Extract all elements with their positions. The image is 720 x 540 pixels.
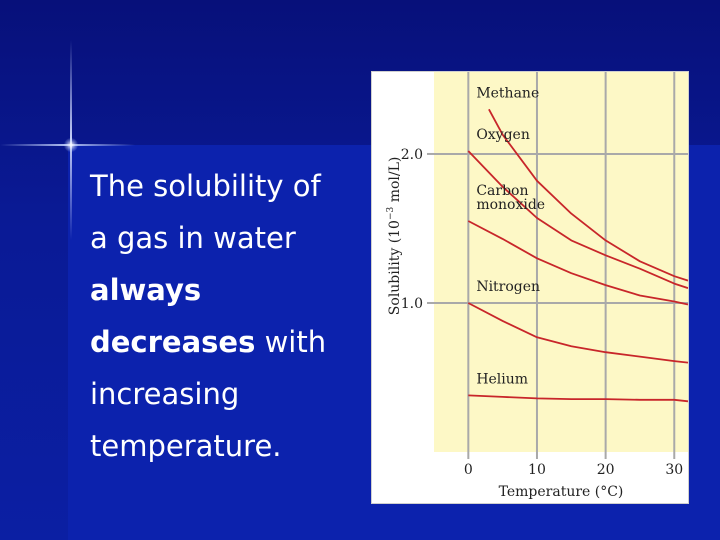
series-labels: Methane Oxygen Carbon monoxide Nitrogen Heliu… [476, 85, 545, 387]
series-label: Helium [476, 371, 528, 387]
series-label: Nitrogen [476, 279, 540, 295]
y-axis-label: Solubility (10−3 mol/L) [386, 157, 403, 316]
series-line [468, 394, 688, 403]
text-line-2: a gas in water [90, 221, 296, 255]
chart-svg: 0 10 20 30 1.0 2.0 Methane Oxygen Carbon monoxid… [386, 72, 688, 500]
emphasis-decreases: decreases [90, 325, 256, 359]
series-line [467, 150, 688, 289]
text-line-3: always [90, 264, 365, 316]
y-tick-label: 1.0 [401, 296, 423, 312]
slide-text: The solubility of a gas in water always … [90, 160, 365, 472]
series-line [467, 302, 688, 364]
plot-area [434, 72, 688, 452]
series-label: Methane [476, 85, 539, 101]
x-tick-label: 20 [597, 462, 615, 478]
x-tick-label: 30 [665, 462, 683, 478]
y-axis-label-prefix: Solubility (10 [387, 220, 403, 315]
sparkle-star-icon [64, 138, 78, 152]
text-line-5: increasing [90, 377, 240, 411]
series-line [467, 220, 688, 306]
y-axis-label-suffix: mol/L) [387, 157, 403, 207]
series-label: Carbon monoxide [476, 183, 545, 213]
text-line-1: The solubility of [90, 169, 321, 203]
x-axis-label: Temperature (°C) [499, 484, 624, 500]
x-tick-label: 10 [528, 462, 546, 478]
axis-ticks: 0 10 20 30 1.0 2.0 [401, 147, 683, 478]
text-with: with [255, 325, 327, 359]
series-line [488, 108, 688, 282]
series-lines [467, 108, 688, 403]
y-tick-label: 2.0 [401, 147, 423, 163]
text-line-4: decreases with [90, 316, 365, 368]
emphasis-always: always [90, 273, 202, 307]
text-line-6: temperature. [90, 429, 282, 463]
series-label: Oxygen [476, 127, 530, 143]
grid-lines [434, 72, 688, 452]
y-axis-label-exponent: −3 [386, 206, 396, 220]
solubility-chart: 0 10 20 30 1.0 2.0 Methane Oxygen Carbon monoxid… [371, 71, 689, 504]
x-tick-label: 0 [464, 462, 473, 478]
